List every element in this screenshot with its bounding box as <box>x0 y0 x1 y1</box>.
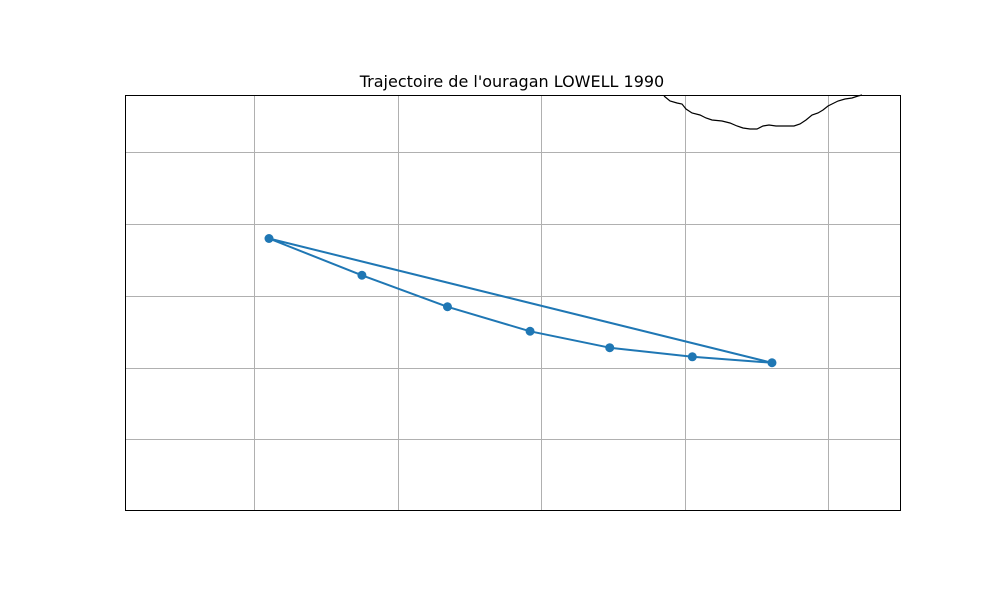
map-gridlines <box>125 95 900 511</box>
track-point <box>357 270 367 280</box>
map-frame <box>125 95 901 511</box>
track-point <box>767 358 777 368</box>
track-point <box>525 326 535 336</box>
track-point <box>687 352 697 362</box>
track-point <box>605 343 615 353</box>
map-title: Trajectoire de l'ouragan LOWELL 1990 <box>359 72 664 91</box>
track-point <box>442 302 452 312</box>
track-point <box>264 234 274 243</box>
track-line <box>268 237 773 364</box>
hurricane-track <box>264 234 777 368</box>
coastline <box>663 94 863 130</box>
